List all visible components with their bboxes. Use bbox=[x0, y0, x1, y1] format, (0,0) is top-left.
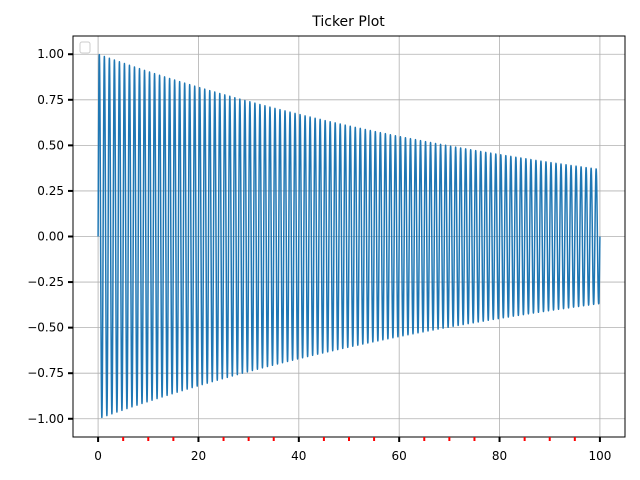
y-tick-label: 0.25 bbox=[37, 184, 64, 198]
y-tick-label: −1.00 bbox=[27, 412, 64, 426]
x-tick-label: 0 bbox=[94, 449, 102, 463]
y-tick-label: 0.75 bbox=[37, 93, 64, 107]
y-tick-label: −0.75 bbox=[27, 366, 64, 380]
x-tick-label: 40 bbox=[291, 449, 306, 463]
y-tick-label: 0.50 bbox=[37, 138, 64, 152]
series-line bbox=[97, 53, 601, 419]
x-tick-label: 20 bbox=[191, 449, 206, 463]
legend-box bbox=[79, 41, 91, 54]
x-tick-label: 100 bbox=[588, 449, 611, 463]
series-layer bbox=[97, 53, 601, 419]
x-tick-label: 80 bbox=[492, 449, 507, 463]
legend-layer bbox=[79, 41, 91, 54]
y-tick-label: −0.25 bbox=[27, 275, 64, 289]
y-tick-label: −0.50 bbox=[27, 321, 64, 335]
x-tick-label: 60 bbox=[392, 449, 407, 463]
y-tick-label: 1.00 bbox=[37, 47, 64, 61]
y-tick-label: 0.00 bbox=[37, 230, 64, 244]
chart-title: Ticker Plot bbox=[311, 14, 385, 30]
ticks-layer: 0 20 40 60 80 100 −1.00 −0.75 −0.50 −0.25 0.00 0.25… bbox=[27, 47, 611, 463]
